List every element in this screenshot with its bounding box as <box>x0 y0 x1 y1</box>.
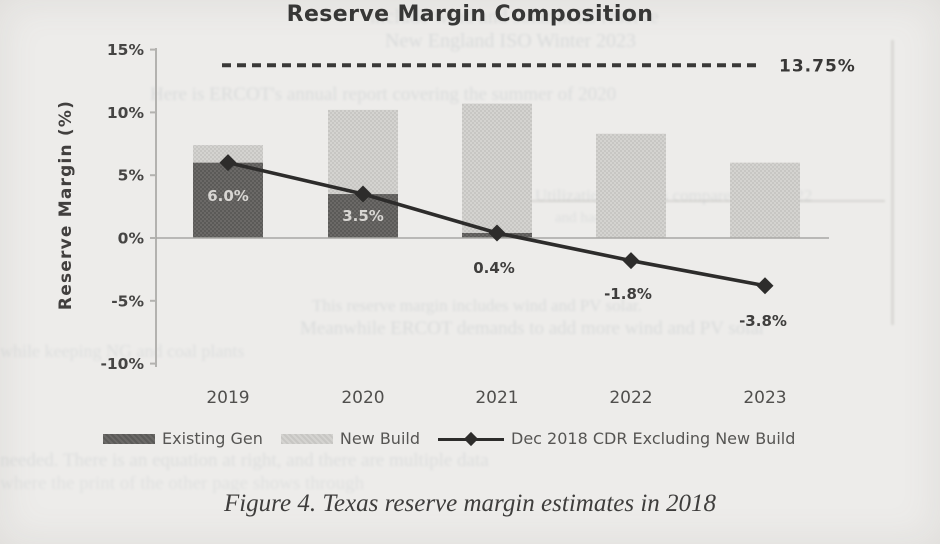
y-tick-label: 5% <box>118 167 145 185</box>
x-tick-label: 2020 <box>341 388 384 408</box>
legend-item-cdr-line: Dec 2018 CDR Excluding New Build <box>438 429 795 448</box>
x-tick-label: 2022 <box>609 388 652 408</box>
bar-new-build-2020 <box>328 109 398 195</box>
y-tick-label: -5% <box>111 292 144 310</box>
cdr-point-2022 <box>622 252 640 270</box>
y-tick-label: -10% <box>100 355 144 373</box>
data-label-2019: 6.0% <box>207 187 249 205</box>
new-build-swatch-icon <box>280 433 333 444</box>
cdr-point-2023 <box>756 277 774 295</box>
y-tick-label: 0% <box>118 230 145 248</box>
x-tick-label: 2019 <box>206 388 249 408</box>
legend-label: New Build <box>339 429 420 448</box>
y-tick-label: 15% <box>107 41 145 59</box>
bar-new-build-2021 <box>462 103 532 233</box>
x-tick-label: 2021 <box>475 388 518 408</box>
data-label-2022: -1.8% <box>604 285 652 303</box>
cdr-point-2019 <box>219 154 237 172</box>
data-label-2021: 0.4% <box>473 259 515 277</box>
legend-label: Dec 2018 CDR Excluding New Build <box>511 429 796 448</box>
bar-existing-gen-2019 <box>193 162 263 238</box>
data-label-2020: 3.5% <box>342 207 384 225</box>
bar-new-build-2022 <box>596 133 666 238</box>
cdr-point-2021 <box>488 224 506 242</box>
threshold-label: 13.75% <box>779 56 856 76</box>
cdr-point-2020 <box>354 185 372 203</box>
data-label-2023: -3.8% <box>739 312 787 330</box>
bar-new-build-2019 <box>193 145 263 163</box>
figure-caption: Figure 4. Texas reserve margin estimates… <box>223 490 717 517</box>
legend-label: Existing Gen <box>162 429 263 448</box>
existing-gen-swatch-icon <box>103 433 155 444</box>
chart-legend: Existing Gen New Build Dec 2018 CDR Excl… <box>103 429 795 448</box>
legend-item-new-build: New Build <box>280 429 420 448</box>
bar-new-build-2023 <box>730 162 800 238</box>
line-diamond-icon <box>438 431 504 446</box>
y-tick-label: 10% <box>107 104 145 122</box>
x-tick-label: 2023 <box>743 388 786 408</box>
chart-title: Reserve Margin Composition <box>286 2 654 27</box>
legend-item-existing-gen: Existing Gen <box>103 429 263 448</box>
